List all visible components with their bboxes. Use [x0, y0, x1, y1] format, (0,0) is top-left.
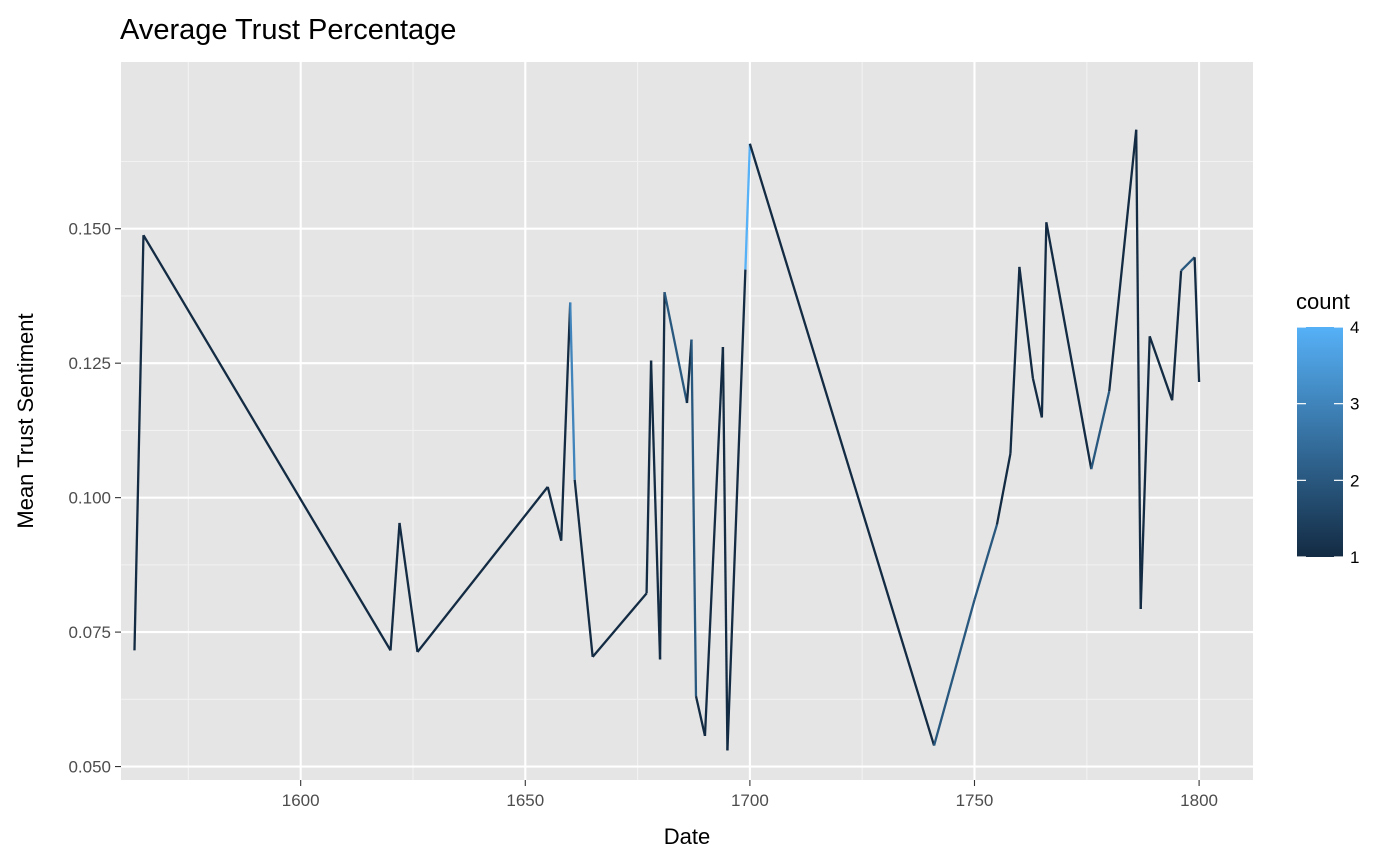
- x-tick-label: 1800: [1180, 791, 1218, 810]
- series-line-segment: [1040, 222, 1048, 418]
- series-line-segment: [546, 486, 563, 541]
- series-line-segment: [995, 453, 1012, 525]
- grid-major: [121, 62, 1253, 780]
- legend-label: 3: [1350, 395, 1359, 414]
- grid-minor: [121, 62, 1253, 780]
- series-line-segment: [1135, 129, 1142, 609]
- legend-ticks: 1 2 3 4: [1297, 318, 1359, 567]
- series-line-segment: [932, 599, 976, 746]
- series-line-segment: [973, 524, 999, 601]
- series-line-segment: [1139, 336, 1151, 610]
- x-tick-label: 1750: [956, 791, 994, 810]
- series-line-segment: [573, 479, 594, 657]
- series-line-segment: [569, 302, 576, 480]
- series-line-segment: [1180, 256, 1196, 272]
- y-tick-label: 0.150: [68, 220, 111, 239]
- series-line-segment: [416, 486, 549, 653]
- series-line-segment: [389, 522, 401, 651]
- y-axis-title: Mean Trust Sentiment: [13, 313, 38, 528]
- plot-panel: [121, 62, 1253, 780]
- legend-label: 2: [1350, 471, 1359, 490]
- series-line-segment: [1031, 377, 1043, 418]
- series-line-segment: [133, 235, 145, 651]
- x-tick-label: 1600: [282, 791, 320, 810]
- series-line-segment: [726, 269, 747, 751]
- y-tick-label: 0.050: [68, 758, 111, 777]
- series-line-segment: [560, 302, 572, 541]
- series-line-segment: [744, 143, 752, 270]
- series-line-segment: [721, 347, 729, 751]
- legend-label: 4: [1350, 318, 1359, 337]
- legend: count 1 2 3 4: [1296, 289, 1359, 567]
- series-line-segment: [1148, 335, 1174, 401]
- y-tick-label: 0.075: [68, 623, 111, 642]
- y-tick-label: 0.100: [68, 489, 111, 508]
- y-tick-label: 0.125: [68, 354, 111, 373]
- series-line-segment: [663, 291, 689, 404]
- chart-title: Average Trust Percentage: [120, 14, 456, 46]
- series-line-segment: [398, 522, 419, 653]
- data-series: [133, 129, 1201, 751]
- x-axis: 1600 1650 1700 1750 1800: [282, 780, 1218, 810]
- series-line-segment: [645, 360, 653, 594]
- series-line-segment: [703, 346, 725, 736]
- series-line-segment: [142, 234, 392, 651]
- legend-title: count: [1296, 289, 1350, 314]
- series-line-segment: [1108, 129, 1138, 392]
- series-line-segment: [591, 592, 648, 658]
- series-line-segment: [690, 339, 698, 697]
- y-axis: 0.050 0.075 0.100 0.125 0.150: [68, 220, 121, 777]
- series-line-segment: [748, 143, 936, 746]
- legend-label: 1: [1350, 548, 1359, 567]
- x-axis-title: Date: [664, 824, 710, 849]
- series-line-segment: [1009, 266, 1021, 454]
- x-tick-label: 1650: [506, 791, 544, 810]
- x-tick-label: 1700: [731, 791, 769, 810]
- series-line-segment: [1193, 257, 1201, 383]
- series-line-segment: [694, 695, 707, 737]
- series-line-segment: [1045, 222, 1093, 470]
- series-line-segment: [1170, 270, 1183, 401]
- series-line-segment: [658, 292, 666, 660]
- series-line-segment: [1018, 266, 1035, 379]
- legend-colorbar: [1297, 327, 1343, 557]
- series-line-segment: [649, 360, 662, 660]
- series-line-segment: [1090, 390, 1111, 470]
